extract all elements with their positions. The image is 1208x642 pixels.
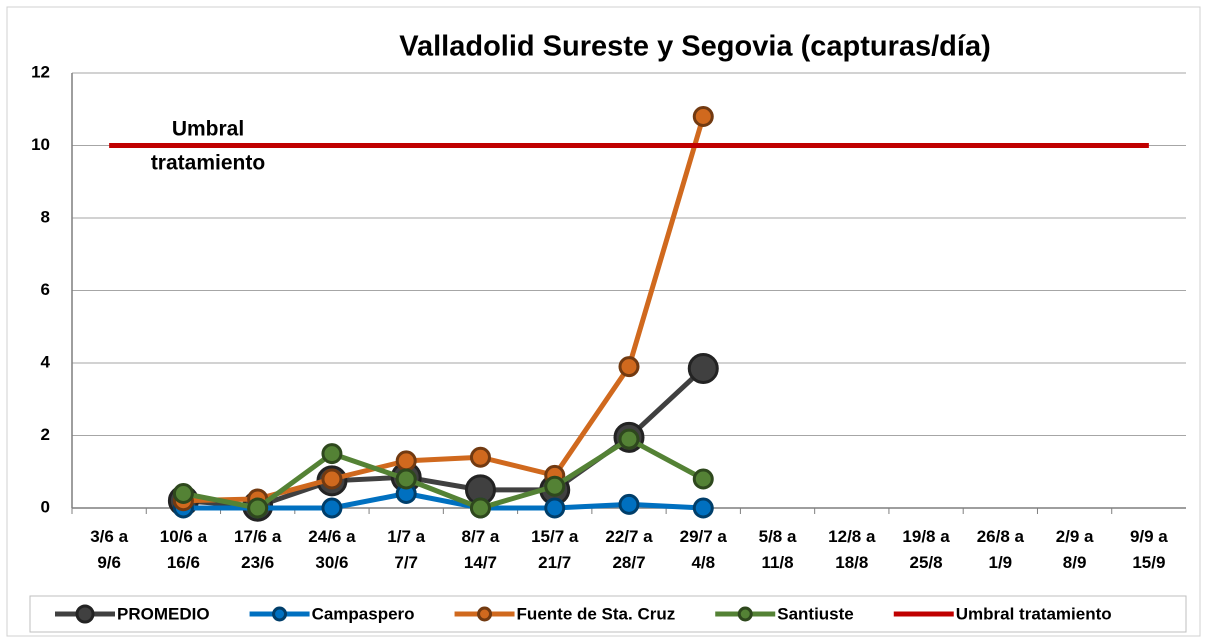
chart-border [6,6,1201,637]
point [544,475,566,497]
y-tick-label: 4 [41,352,51,371]
x-tick-label: 1/7 a 7/7 [387,527,425,572]
legend-box [29,595,1187,633]
x-tick-label: 10/6 a 16/6 [160,527,208,572]
x-tick-label: 19/8 a 25/8 [902,527,950,572]
x-tick-label: 3/6 a 9/6 [90,527,128,572]
x-tick-label: 17/6 a 23/6 [234,527,282,572]
point [321,497,343,519]
x-tick-label: 2/9 a 8/9 [1056,527,1094,572]
x-tick-label: 24/6 a 30/6 [308,527,356,572]
legend-label: Santiuste [777,604,854,623]
point [395,468,417,490]
point [692,497,714,519]
legend-label: PROMEDIO [117,604,210,623]
point [321,443,343,465]
point [544,497,566,519]
y-tick-label: 12 [31,62,50,81]
x-tick-label: 15/7 a 21/7 [531,527,579,572]
legend-label: Fuente de Sta. Cruz [517,604,676,623]
x-tick-label: 26/8 a 1/9 [977,527,1025,572]
legend-marker [737,606,753,622]
point [172,483,194,504]
y-tick-label: 0 [41,497,50,516]
series-line [183,491,704,511]
point [687,352,719,384]
x-tick-label: 9/9 a 15/9 [1130,527,1168,572]
legend-marker [272,606,288,622]
point [469,446,491,468]
y-tick-label: 10 [31,135,50,154]
point [469,497,491,519]
point [692,106,714,127]
point [321,468,343,490]
point [692,468,714,490]
legend-marker [477,606,493,622]
x-tick-label: 29/7 a 4/8 [680,527,728,572]
x-tick-label: 8/7 a 14/7 [462,527,500,572]
point [395,450,417,472]
chart-title: Valladolid Sureste y Segovia (capturas/d… [399,31,990,63]
y-tick-label: 6 [41,280,50,299]
legend-marker [75,604,95,624]
x-tick-label: 5/8 a 11/8 [759,527,797,572]
series-line [183,115,706,504]
legend-label: Umbral tratamiento [956,604,1112,623]
x-tick-label: 22/7 a 28/7 [605,527,653,572]
x-tick-label: 12/8 a 18/8 [828,527,876,572]
annotation: tratamiento [151,152,265,175]
legend-label: Campaspero [312,604,415,623]
y-tick-label: 2 [41,425,50,444]
y-tick-label: 8 [41,207,50,226]
point [618,428,640,450]
point [618,356,640,378]
point [247,497,269,519]
point [618,493,640,515]
series-line [182,436,705,511]
annotation: Umbral [172,118,244,141]
